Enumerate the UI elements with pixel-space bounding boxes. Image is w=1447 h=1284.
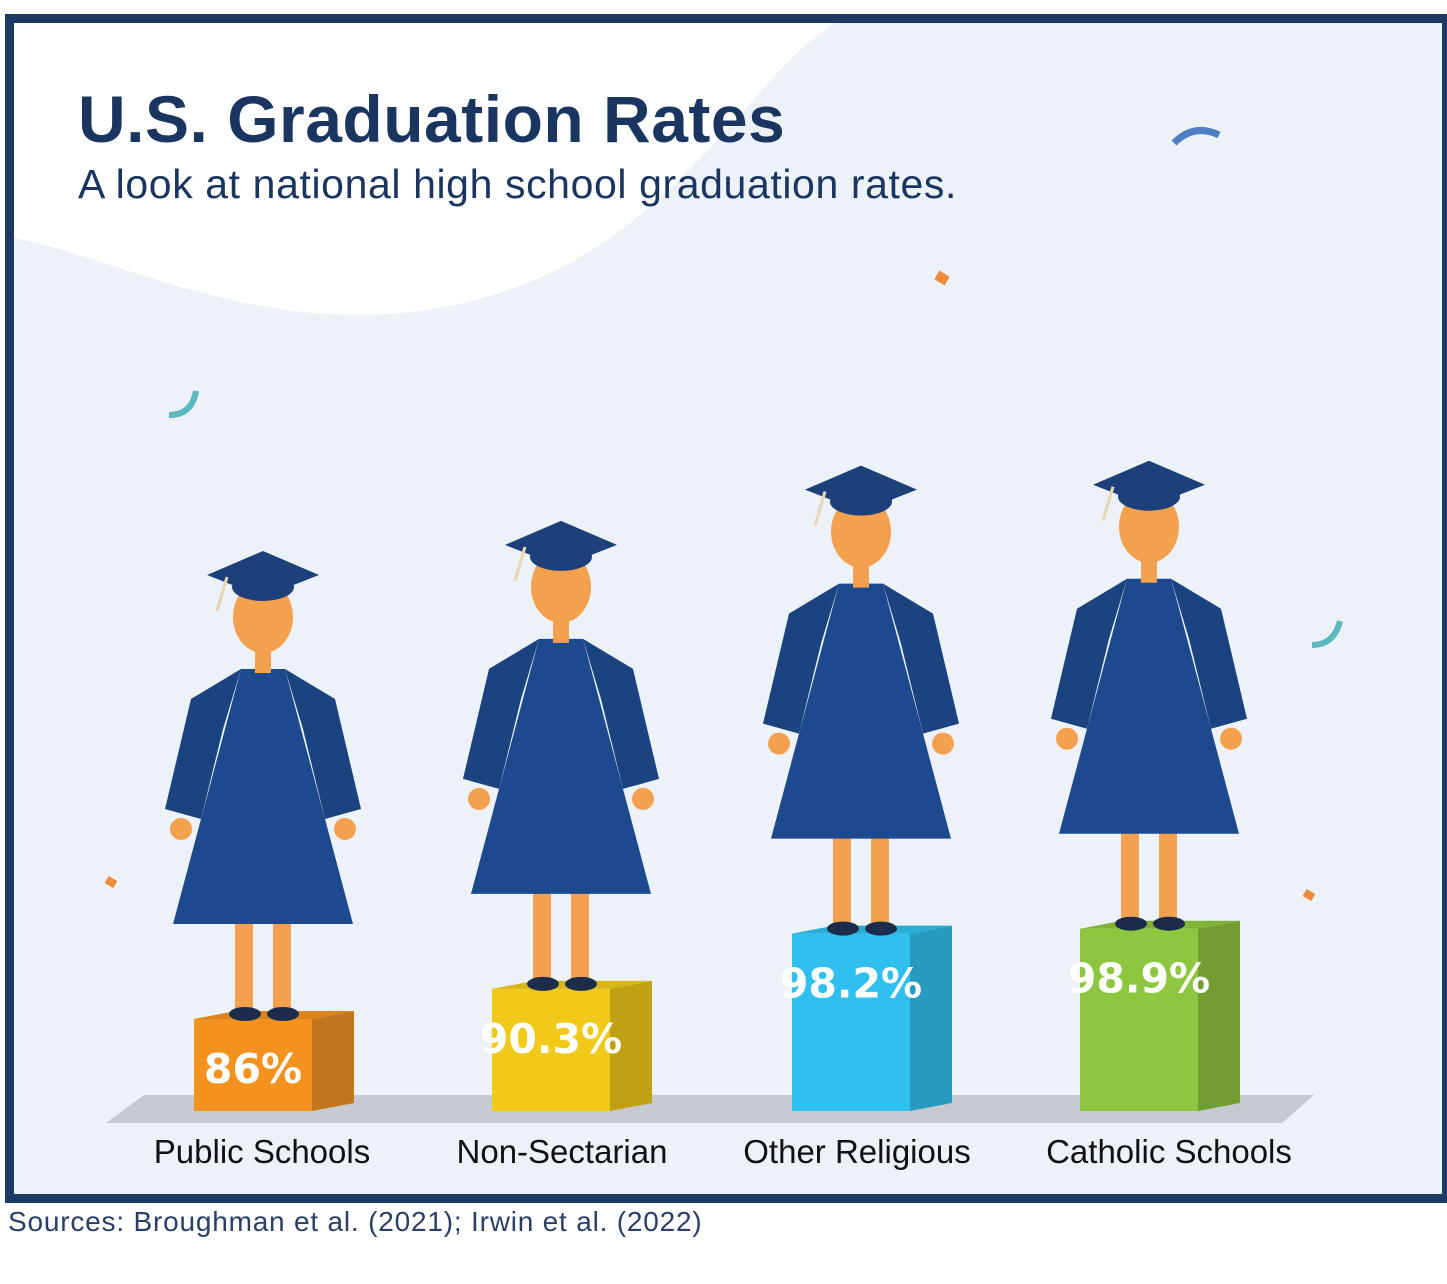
category-label: Public Schools <box>154 1133 370 1170</box>
bar-2: 90.3% <box>480 980 652 1111</box>
gown-sleeve <box>165 669 241 819</box>
leg <box>235 909 253 1013</box>
infographic-frame: 86% 90.3% 98.2% 98.9% Public Schools Non-Sec… <box>5 14 1447 1203</box>
bar-1: 86% <box>194 1011 354 1111</box>
shoe <box>527 976 559 991</box>
graduate-figure <box>1051 460 1247 931</box>
gown-sleeve <box>763 583 839 734</box>
hand <box>768 732 790 755</box>
hand <box>170 818 192 840</box>
leg <box>273 909 291 1013</box>
mortarboard <box>207 551 319 597</box>
value-label: 98.9% <box>1068 955 1210 1003</box>
graduate-figure <box>165 551 361 1021</box>
confetti-piece <box>168 390 199 418</box>
value-label: 98.2% <box>780 960 922 1008</box>
tassel <box>215 576 229 612</box>
bar-side <box>312 1011 354 1111</box>
gown <box>1059 578 1239 834</box>
value-label: 90.3% <box>480 1015 622 1063</box>
leg <box>871 823 889 928</box>
shoe <box>865 921 897 936</box>
bar-side <box>610 980 652 1111</box>
bar-front <box>1080 928 1198 1111</box>
neck <box>553 616 569 643</box>
tassel <box>813 491 827 527</box>
bar-front <box>492 988 610 1111</box>
bar-side <box>1198 920 1240 1111</box>
background-swoosh <box>14 23 834 315</box>
bar-4: 98.9% <box>1068 920 1240 1111</box>
bar-3: 98.2% <box>780 925 952 1111</box>
neck <box>853 561 869 588</box>
category-label: Catholic Schools <box>1046 1133 1292 1170</box>
graduates-illustration <box>165 460 1247 1021</box>
mortarboard <box>1093 460 1205 507</box>
gown-sleeve <box>583 638 659 789</box>
bar-front <box>194 1019 312 1111</box>
graduate-figure <box>763 465 959 936</box>
mortarboard <box>505 520 617 567</box>
shoe <box>229 1007 261 1021</box>
bar-side <box>910 925 952 1111</box>
neck <box>255 647 271 673</box>
mortarboard <box>805 465 917 512</box>
gown-sleeve <box>1171 578 1247 729</box>
bar-front <box>792 933 910 1111</box>
category-labels: Public Schools Non-Sectarian Other Religio… <box>154 1133 1292 1170</box>
gown-sleeve <box>463 638 539 789</box>
hand <box>334 818 356 840</box>
shoe <box>1153 916 1185 931</box>
confetti-piece <box>1171 127 1221 146</box>
leg <box>1159 818 1177 923</box>
floor-shadow <box>106 1095 1314 1123</box>
value-label: 86% <box>204 1045 302 1093</box>
confetti-piece <box>1311 620 1343 648</box>
hand <box>932 732 954 755</box>
gown <box>771 583 951 839</box>
gown-sleeve <box>1051 578 1127 729</box>
confetti-piece <box>1302 889 1316 901</box>
gown-sleeve <box>883 583 959 734</box>
hand <box>1056 727 1078 750</box>
hand <box>468 787 490 810</box>
leg <box>571 878 589 983</box>
shoe <box>267 1007 299 1021</box>
confetti-piece <box>104 876 118 888</box>
shoe <box>1115 916 1147 931</box>
page-title: U.S. Graduation Rates <box>78 82 786 156</box>
bars-layer: 86% 90.3% 98.2% 98.9% <box>194 920 1240 1111</box>
page-subtitle: A look at national high school graduatio… <box>78 161 957 207</box>
neck <box>1141 556 1157 583</box>
chart-svg: 86% 90.3% 98.2% 98.9% Public Schools Non-Sec… <box>14 23 1343 1170</box>
tassel <box>1101 486 1115 522</box>
gown-sleeve <box>285 669 361 819</box>
hand <box>632 787 654 810</box>
leg <box>533 878 551 983</box>
graduate-figure <box>463 520 659 991</box>
hand <box>1220 727 1242 750</box>
shoe <box>565 976 597 991</box>
category-label: Non-Sectarian <box>457 1133 668 1170</box>
leg <box>1121 818 1139 923</box>
confetti <box>104 127 1343 901</box>
sources-note: Sources: Broughman et al. (2021); Irwin … <box>8 1206 703 1237</box>
category-label: Other Religious <box>743 1133 970 1170</box>
gown <box>173 669 353 924</box>
leg <box>833 823 851 928</box>
gown <box>471 638 651 894</box>
shoe <box>827 921 859 936</box>
confetti-piece <box>934 270 950 286</box>
tassel <box>513 546 527 582</box>
